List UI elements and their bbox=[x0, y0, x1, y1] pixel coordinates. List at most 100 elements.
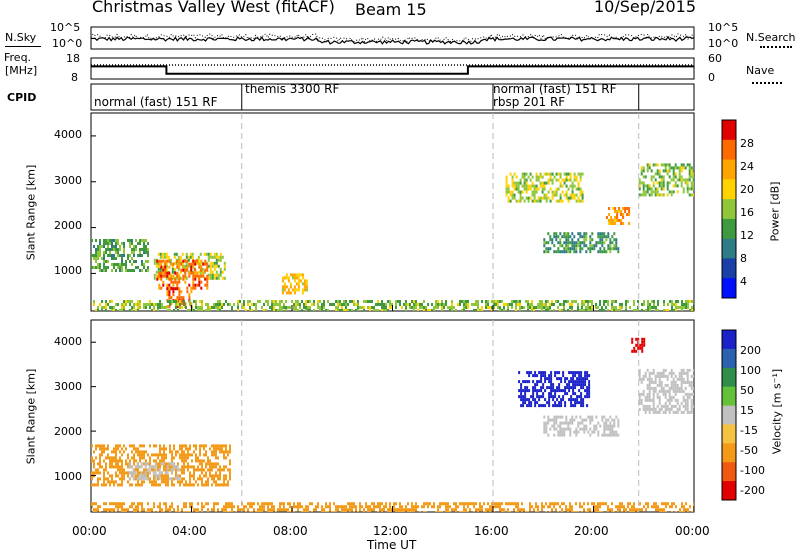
velocity-cell bbox=[597, 511, 599, 512]
power-cell bbox=[129, 300, 131, 303]
power-ytick-2000: 2000 bbox=[54, 219, 82, 232]
date-label: 10/Sep/2015 bbox=[594, 0, 697, 16]
power-cell bbox=[143, 306, 145, 309]
velocity-cell bbox=[136, 477, 139, 481]
power-cell bbox=[135, 248, 137, 251]
power-cell bbox=[153, 303, 155, 306]
power-cell bbox=[686, 190, 689, 194]
power-cell bbox=[601, 250, 604, 254]
velocity-cell bbox=[654, 374, 657, 378]
power-cell bbox=[209, 273, 212, 277]
velocity-cell bbox=[574, 374, 577, 378]
power-cell bbox=[105, 303, 107, 306]
power-cell bbox=[656, 181, 659, 185]
power-cell bbox=[172, 262, 175, 266]
power-cell bbox=[605, 306, 607, 309]
velocity-cell bbox=[560, 377, 563, 381]
power-cell bbox=[678, 175, 681, 179]
velocity-cell bbox=[587, 415, 590, 419]
power-cell bbox=[638, 181, 641, 185]
velocity-cell bbox=[137, 508, 139, 512]
velocity-cell bbox=[572, 392, 575, 396]
power-cell bbox=[381, 303, 383, 306]
velocity-cell bbox=[140, 471, 143, 475]
velocity-cell bbox=[599, 424, 602, 428]
velocity-cell bbox=[684, 407, 687, 411]
velocity-cell bbox=[495, 505, 497, 509]
power-ylabel: Slant Range [km] bbox=[24, 164, 38, 261]
velocity-cell bbox=[611, 427, 614, 431]
velocity-cell bbox=[409, 508, 411, 512]
velocity-cell bbox=[558, 404, 561, 408]
velocity-cell bbox=[674, 392, 677, 396]
power-cell bbox=[656, 187, 659, 191]
velocity-cell bbox=[570, 398, 573, 402]
power-cell bbox=[323, 300, 325, 303]
power-cell bbox=[387, 300, 389, 303]
power-cell bbox=[206, 262, 209, 266]
power-cell bbox=[105, 242, 107, 245]
velocity-cell bbox=[668, 389, 671, 393]
velocity-cell bbox=[681, 511, 683, 512]
power-cell bbox=[173, 252, 176, 256]
power-cell bbox=[571, 238, 574, 242]
velocity-cell bbox=[155, 483, 157, 487]
velocity-cell bbox=[273, 505, 275, 509]
power-cell bbox=[167, 300, 169, 303]
velocity-cell bbox=[489, 511, 491, 512]
power-cell bbox=[149, 303, 151, 306]
velocity-cell bbox=[635, 337, 638, 341]
velocity-cell bbox=[207, 459, 209, 463]
power-cell bbox=[487, 306, 489, 309]
power-cell bbox=[589, 238, 592, 242]
power-cell bbox=[131, 251, 133, 254]
power-cell bbox=[658, 169, 661, 173]
power-cell bbox=[575, 175, 578, 179]
power-cell bbox=[638, 178, 641, 182]
power-cell bbox=[557, 199, 560, 203]
velocity-cell bbox=[578, 374, 581, 378]
velocity-cell bbox=[633, 502, 635, 506]
power-cell bbox=[409, 303, 411, 306]
velocity-cell bbox=[241, 508, 243, 512]
velocity-cell bbox=[165, 477, 167, 481]
power-cell bbox=[633, 309, 635, 311]
power-cell bbox=[271, 303, 273, 306]
velocity-cell bbox=[505, 502, 507, 506]
velocity-cell bbox=[619, 505, 621, 509]
velocity-cell bbox=[165, 505, 167, 509]
power-cell bbox=[295, 276, 298, 280]
power-cell bbox=[221, 276, 224, 280]
velocity-cell bbox=[113, 480, 115, 484]
power-cell bbox=[335, 306, 337, 309]
velocity-cell bbox=[154, 462, 157, 466]
power-cell bbox=[291, 276, 294, 280]
power-cell bbox=[610, 219, 613, 222]
power-cell bbox=[293, 306, 295, 309]
velocity-cell bbox=[146, 468, 149, 472]
velocity-cell bbox=[662, 371, 665, 375]
velocity-cell bbox=[559, 424, 562, 428]
power-cell bbox=[535, 178, 538, 182]
power-cell bbox=[551, 190, 554, 194]
power-cell bbox=[133, 248, 135, 251]
velocity-cell bbox=[187, 465, 189, 469]
power-cell bbox=[121, 306, 123, 309]
power-cell bbox=[93, 266, 95, 269]
power-cell bbox=[643, 300, 645, 303]
velocity-cell bbox=[543, 415, 546, 419]
power-cell bbox=[162, 265, 165, 269]
power-cell bbox=[517, 181, 520, 185]
velocity-cell bbox=[575, 502, 577, 506]
velocity-cell bbox=[554, 404, 557, 408]
velocity-cell bbox=[95, 508, 97, 512]
velocity-cell bbox=[540, 377, 543, 381]
power-cell bbox=[429, 309, 431, 311]
velocity-cell bbox=[183, 450, 185, 454]
velocity-cell bbox=[257, 508, 259, 512]
power-cell bbox=[573, 178, 576, 182]
power-cell bbox=[267, 303, 269, 306]
velocity-cell bbox=[544, 371, 547, 375]
power-cell bbox=[363, 306, 365, 309]
velocity-cell bbox=[577, 421, 580, 425]
